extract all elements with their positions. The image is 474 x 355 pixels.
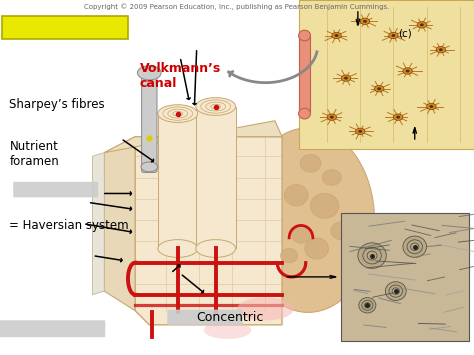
Ellipse shape [392,34,395,37]
Ellipse shape [429,105,433,108]
Polygon shape [92,153,104,295]
Text: Copyright © 2009 Pearson Education, Inc., publishing as Pearson Benjamin Cumming: Copyright © 2009 Pearson Education, Inc.… [84,3,390,10]
Ellipse shape [332,32,341,39]
Polygon shape [299,0,474,149]
Ellipse shape [385,282,406,300]
Bar [299,36,310,114]
Ellipse shape [341,75,351,81]
FancyBboxPatch shape [142,76,157,173]
FancyBboxPatch shape [167,310,243,325]
Ellipse shape [439,48,443,51]
Ellipse shape [204,321,251,339]
Text: Nutrient
foramen: Nutrient foramen [9,141,59,168]
Ellipse shape [360,18,370,24]
Ellipse shape [331,222,352,240]
Ellipse shape [335,34,338,37]
Ellipse shape [403,68,412,74]
Bar [196,106,236,248]
Ellipse shape [330,116,334,119]
Ellipse shape [305,238,328,259]
Ellipse shape [299,30,310,41]
Ellipse shape [403,236,427,257]
Ellipse shape [300,154,321,172]
Ellipse shape [377,87,381,90]
Ellipse shape [359,297,376,313]
Ellipse shape [358,130,362,133]
Ellipse shape [358,243,386,268]
Bar [158,114,198,248]
Ellipse shape [356,128,365,135]
Ellipse shape [242,128,374,312]
Bar [2,16,128,39]
Ellipse shape [237,297,294,321]
Ellipse shape [417,22,427,28]
Polygon shape [104,121,282,153]
Ellipse shape [327,114,337,120]
Ellipse shape [141,162,157,172]
Ellipse shape [196,98,236,115]
Ellipse shape [406,70,410,72]
Text: = Haversian system: = Haversian system [9,219,129,232]
Ellipse shape [427,103,436,110]
Ellipse shape [284,185,308,206]
Ellipse shape [299,108,310,119]
Polygon shape [104,137,135,311]
Polygon shape [135,137,282,325]
Ellipse shape [292,225,310,243]
Bar [341,213,469,341]
Ellipse shape [436,47,446,53]
Ellipse shape [374,86,384,92]
Text: Concentric: Concentric [197,311,264,324]
Ellipse shape [281,248,298,263]
Ellipse shape [389,32,398,39]
Ellipse shape [344,77,348,80]
Ellipse shape [158,240,198,257]
Ellipse shape [396,116,400,119]
Ellipse shape [420,23,424,26]
FancyBboxPatch shape [13,182,98,197]
Text: Volkmann’s
canal: Volkmann’s canal [140,62,221,90]
Ellipse shape [310,193,339,218]
Ellipse shape [322,170,341,185]
Text: Sharpey’s fibres: Sharpey’s fibres [9,98,105,111]
FancyBboxPatch shape [0,320,105,337]
Ellipse shape [137,66,161,80]
Ellipse shape [196,240,236,257]
Ellipse shape [158,105,198,122]
Ellipse shape [393,114,403,120]
Text: (c): (c) [398,29,412,39]
Ellipse shape [363,20,367,23]
